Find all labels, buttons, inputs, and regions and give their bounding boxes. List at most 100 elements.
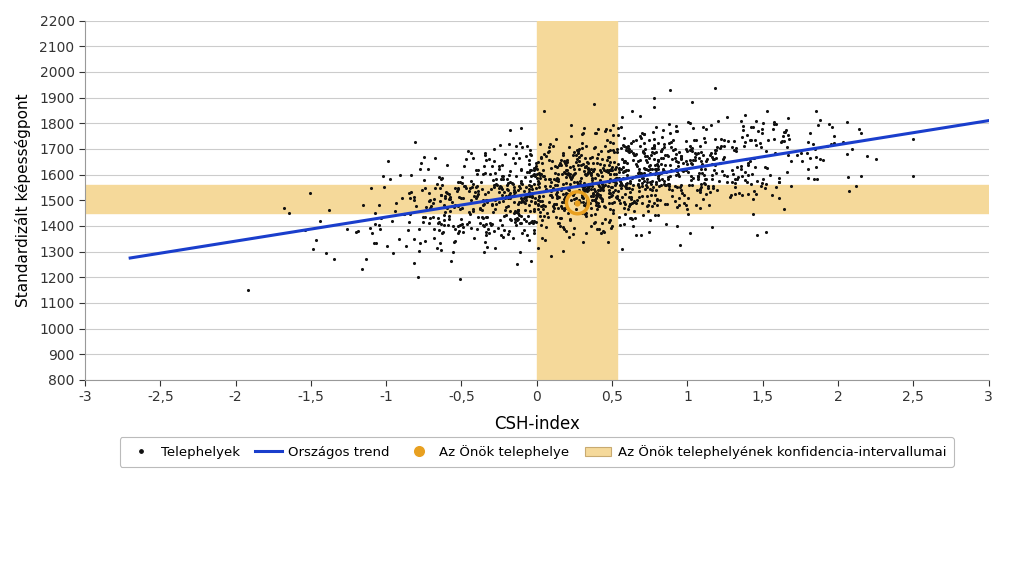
Point: [628, 135, 644, 144]
Point: [647, 210, 664, 219]
Point: [535, 202, 551, 211]
Point: [644, 148, 660, 157]
Point: [440, 215, 457, 224]
Point: [588, 128, 604, 137]
Point: [240, 285, 256, 294]
Point: [612, 177, 629, 186]
Point: [719, 178, 735, 187]
Point: [680, 209, 696, 218]
Point: [616, 190, 633, 199]
Point: [508, 171, 524, 180]
Point: [535, 159, 551, 168]
Point: [671, 200, 687, 209]
Point: [373, 213, 389, 222]
Point: [794, 157, 810, 166]
Point: [415, 213, 431, 222]
Point: [582, 168, 598, 177]
Point: [592, 182, 608, 191]
Point: [615, 157, 632, 166]
Point: [631, 193, 647, 202]
Point: [631, 167, 647, 176]
Point: [541, 198, 557, 207]
Point: [400, 217, 417, 226]
Point: [513, 177, 529, 186]
Point: [357, 254, 374, 263]
Point: [364, 229, 380, 238]
Point: [609, 145, 626, 154]
Point: [628, 159, 644, 168]
Point: [571, 164, 588, 173]
Point: [615, 173, 632, 182]
Point: [646, 199, 663, 208]
Point: [655, 154, 672, 163]
Point: [522, 191, 539, 200]
Point: [776, 128, 793, 137]
Point: [545, 207, 561, 216]
Point: [637, 164, 653, 173]
Point: [546, 175, 562, 184]
Point: [454, 173, 470, 182]
Point: [639, 151, 655, 160]
Point: [499, 185, 515, 194]
Point: [551, 218, 567, 227]
Point: [573, 191, 590, 200]
Point: [521, 168, 538, 177]
Point: [488, 200, 505, 209]
Point: [723, 191, 739, 200]
Point: [550, 175, 566, 184]
Point: [586, 196, 602, 205]
Point: [482, 218, 499, 227]
Point: [524, 171, 541, 180]
Point: [511, 181, 527, 190]
Point: [578, 162, 594, 171]
Point: [608, 191, 625, 200]
Point: [571, 198, 588, 207]
Point: [641, 178, 657, 187]
Point: [728, 144, 744, 153]
Point: [714, 167, 730, 176]
Point: [592, 165, 608, 174]
Point: [432, 191, 449, 200]
Point: [451, 226, 467, 235]
Point: [462, 209, 478, 218]
Point: [475, 221, 492, 230]
Point: [616, 181, 633, 190]
Point: [762, 170, 778, 179]
Point: [482, 220, 499, 229]
Point: [407, 193, 423, 202]
Point: [580, 196, 596, 205]
Point: [649, 195, 666, 204]
Point: [799, 149, 815, 158]
Point: [652, 146, 669, 155]
Point: [492, 141, 508, 150]
Point: [496, 211, 512, 220]
Point: [690, 172, 707, 181]
Point: [550, 218, 566, 227]
Point: [578, 171, 594, 180]
Point: [696, 180, 713, 189]
Point: [446, 184, 463, 193]
Point: [662, 138, 678, 148]
Point: [580, 186, 596, 195]
Point: [623, 213, 639, 222]
Point: [662, 160, 678, 169]
Point: [573, 181, 590, 190]
Point: [502, 177, 518, 186]
Point: [598, 124, 614, 133]
Point: [584, 210, 600, 219]
Point: [579, 202, 595, 211]
Point: [436, 216, 453, 225]
Point: [441, 190, 458, 199]
Point: [614, 154, 631, 163]
Point: [711, 176, 727, 185]
Point: [606, 176, 623, 185]
Point: [750, 231, 766, 240]
Point: [536, 171, 552, 180]
Point: [617, 180, 634, 189]
Point: [577, 178, 593, 187]
Point: [437, 193, 454, 202]
Point: [561, 142, 578, 151]
Point: [512, 166, 528, 175]
Point: [574, 193, 591, 202]
Point: [474, 184, 490, 193]
